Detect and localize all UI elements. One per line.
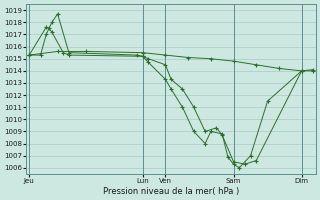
X-axis label: Pression niveau de la mer( hPa ): Pression niveau de la mer( hPa ): [103, 187, 239, 196]
